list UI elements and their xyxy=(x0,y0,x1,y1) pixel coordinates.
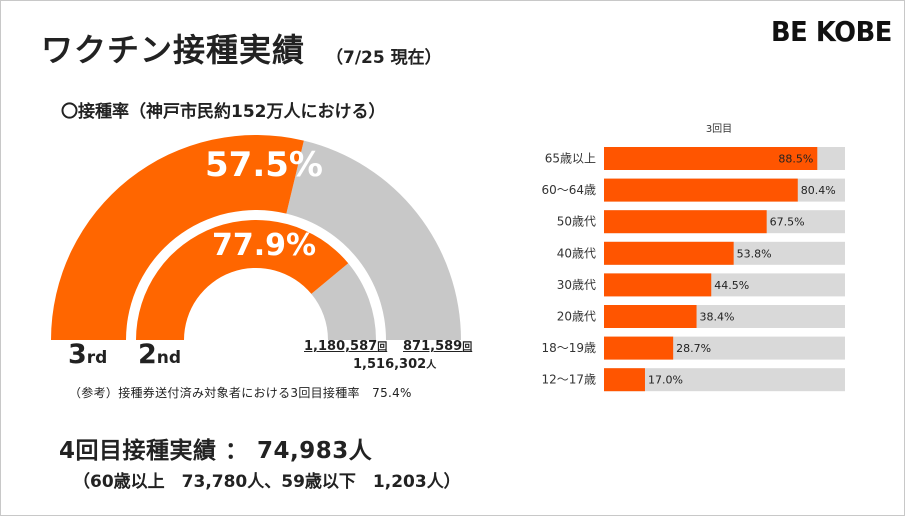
bar xyxy=(604,336,674,360)
bar xyxy=(604,368,645,392)
gap-count-unit: 回 xyxy=(462,342,473,353)
third-dose-count: 1,180,587回 xyxy=(304,338,387,354)
category-label: 12～17歳 xyxy=(541,373,596,387)
vaccination-rate-gauge: 57.5% 77.9% xyxy=(51,135,461,340)
bar-track xyxy=(604,368,845,392)
rate-subheading: 〇接種率（神戸市民約152万人における） xyxy=(61,102,386,122)
data-label: 88.5% xyxy=(778,153,813,166)
bar xyxy=(604,241,734,265)
category-label: 30歳代 xyxy=(557,278,596,292)
population-total: 1,516,302人 xyxy=(353,356,436,372)
category-label: 50歳代 xyxy=(557,215,596,229)
outer-ring-filled-arc xyxy=(51,135,304,340)
bar xyxy=(604,273,712,297)
third-dose-count-value: 1,180,587 xyxy=(304,339,378,354)
data-label: 17.0% xyxy=(648,374,683,387)
category-label: 65歳以上 xyxy=(545,152,596,166)
outer-ring-suffix: rd xyxy=(86,348,108,368)
bar xyxy=(604,210,767,234)
data-label: 53.8% xyxy=(737,247,772,260)
fourth-dose-breakdown: （60歳以上 73,780人、59歳以下 1,203人） xyxy=(73,472,461,492)
bar xyxy=(604,147,818,170)
outer-ring-label: 3rd xyxy=(68,339,107,370)
inner-ring-filled-arc xyxy=(136,219,349,340)
inner-ring-pct-label: 77.9% xyxy=(212,228,316,263)
outer-ring-pct-label: 57.5% xyxy=(205,145,323,185)
population-total-unit: 人 xyxy=(426,360,437,371)
outer-ring-remaining-arc xyxy=(286,140,461,340)
data-label: 44.5% xyxy=(714,279,749,292)
age-group-bar-chart: 3回目 65歳以上 88.5% 60～64歳 80.4% 50歳代 67.5% 40歳代 53… xyxy=(541,123,845,392)
third-dose-count-unit: 回 xyxy=(377,342,388,353)
gap-count: 871,589回 xyxy=(403,338,472,354)
data-label: 38.4% xyxy=(700,311,735,324)
bar xyxy=(604,305,697,328)
category-label: 60～64歳 xyxy=(541,183,596,197)
inner-ring-number: 2 xyxy=(138,339,157,370)
be-kobe-logo: BE KOBE xyxy=(771,15,892,48)
category-label: 18～19歳 xyxy=(541,341,596,355)
series-label: 3回目 xyxy=(706,123,732,135)
inner-ring-remaining-arc xyxy=(311,263,376,340)
category-label: 20歳代 xyxy=(557,310,596,324)
gap-count-value: 871,589 xyxy=(403,339,463,354)
as-of-date: （7/25 現在） xyxy=(326,48,442,68)
inner-ring-label: 2nd xyxy=(138,339,181,370)
data-label: 67.5% xyxy=(770,216,805,229)
fourth-dose-headline: 4回目接種実績 ： 74,983人 xyxy=(59,438,373,464)
reference-note: （参考）接種券送付済み対象者における3回目接種率 75.4% xyxy=(69,386,412,400)
page-title: ワクチン接種実績 xyxy=(41,31,306,69)
inner-ring-suffix: nd xyxy=(156,348,182,368)
category-label: 40歳代 xyxy=(557,246,596,260)
data-label: 28.7% xyxy=(676,342,711,355)
population-total-value: 1,516,302 xyxy=(353,357,427,372)
outer-ring-number: 3 xyxy=(68,339,87,370)
data-label: 80.4% xyxy=(801,184,836,197)
bar xyxy=(604,178,798,202)
